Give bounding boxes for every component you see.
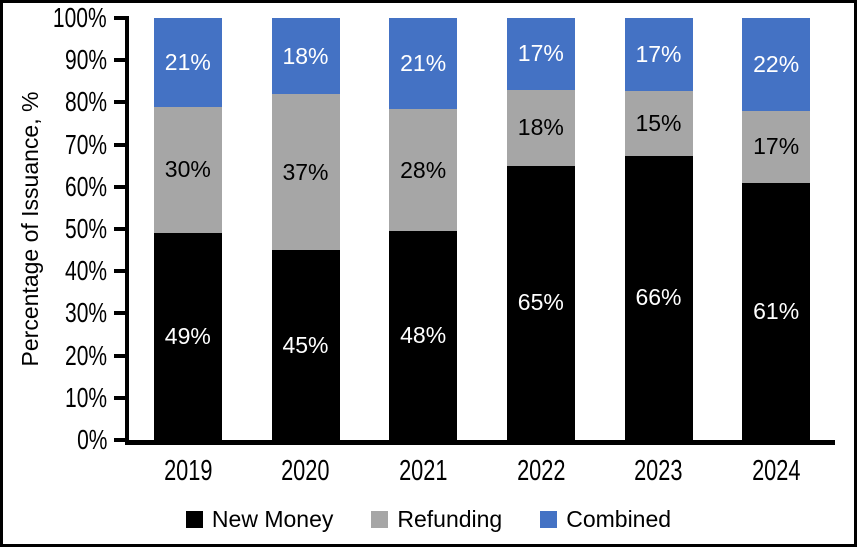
y-tick-label-text: 10%	[64, 381, 107, 413]
bar-value-label: 30%	[164, 156, 211, 183]
y-tick-label-text: 50%	[64, 213, 107, 244]
segment-new-money: 66%	[624, 155, 693, 440]
y-tick-label-text: 0%	[76, 424, 107, 455]
y-tick-mark	[114, 311, 129, 316]
y-tick-label-text: 80%	[64, 86, 107, 118]
y-tick-label: 100%	[17, 2, 107, 33]
segment-combined: 21%	[153, 18, 222, 107]
bar-value-label: 22%	[753, 50, 800, 77]
bar-value-label: 15%	[635, 110, 682, 136]
x-axis-label-text: 2019	[163, 455, 213, 487]
segment-combined: 21%	[389, 18, 458, 110]
y-tick-mark	[114, 100, 129, 105]
x-axis-label-2024: 2024	[716, 455, 836, 487]
legend-swatch-refunding	[371, 511, 389, 528]
bar-value-label: 49%	[164, 323, 211, 350]
bar-2021: 21% 28% 48%	[389, 18, 458, 440]
bar-value-label: 66%	[635, 284, 682, 311]
legend-item-refunding: Refunding	[371, 506, 502, 533]
x-axis-label-2019: 2019	[128, 455, 248, 487]
segment-refunding: 28%	[389, 109, 458, 232]
y-tick-label-text: 20%	[64, 339, 107, 371]
bar-2023: 17% 15% 66%	[624, 18, 693, 440]
segment-new-money: 49%	[153, 233, 222, 440]
y-tick-label: 20%	[17, 339, 107, 371]
legend-swatch-new-money	[185, 511, 203, 528]
y-tick-mark	[114, 227, 129, 231]
segment-refunding: 37%	[271, 93, 340, 251]
y-tick-label: 40%	[17, 255, 107, 287]
bar-value-label: 65%	[517, 289, 564, 316]
segment-refunding: 30%	[153, 106, 222, 234]
legend-label-refunding: Refunding	[397, 506, 503, 532]
y-tick-mark	[114, 184, 129, 189]
bar-2020: 18% 37% 45%	[271, 18, 340, 440]
x-axis-label-text: 2022	[516, 455, 566, 487]
x-axis-label-2020: 2020	[246, 455, 366, 487]
y-tick-label: 50%	[17, 213, 107, 244]
y-tick-mark	[114, 269, 129, 274]
y-tick-label: 80%	[17, 86, 107, 118]
x-axis-label-text: 2024	[751, 455, 801, 487]
y-tick-mark	[114, 438, 129, 442]
bar-value-label: 21%	[400, 50, 447, 77]
y-tick-label: 90%	[17, 44, 107, 76]
bar-value-label: 45%	[282, 331, 329, 358]
y-tick-mark	[114, 16, 129, 20]
y-tick-label-text: 60%	[64, 170, 107, 202]
bar-value-label: 61%	[753, 297, 800, 324]
segment-refunding: 18%	[506, 89, 575, 166]
segment-new-money: 61%	[742, 182, 811, 440]
x-axis-label-text: 2023	[634, 455, 683, 487]
legend: New Money Refunding Combined	[3, 506, 854, 533]
y-tick-label-text: 30%	[64, 297, 107, 329]
y-tick-label: 30%	[17, 297, 107, 329]
y-tick-label: 10%	[17, 381, 107, 413]
bar-value-label: 18%	[282, 42, 329, 69]
bar-2019: 21% 30% 49%	[153, 18, 222, 440]
bar-2022: 17% 18% 65%	[506, 18, 575, 440]
y-tick-label-text: 70%	[64, 128, 107, 160]
y-tick-label-text: 90%	[64, 44, 107, 76]
segment-new-money: 48%	[389, 231, 458, 440]
bar-2024: 22% 17% 61%	[742, 18, 811, 440]
segment-refunding: 17%	[742, 110, 811, 183]
y-tick-mark	[114, 395, 129, 400]
y-tick-mark	[114, 142, 129, 147]
y-tick-label: 0%	[17, 424, 107, 455]
plot-area: 0% 10% 20% 30% 40% 50% 60% 70% 80% 90% 100% 21% 30% 4…	[53, 4, 835, 486]
y-tick-label: 70%	[17, 128, 107, 160]
x-axis-label-text: 2021	[398, 455, 448, 487]
y-tick-label-text: 100%	[53, 2, 107, 33]
y-tick-label: 60%	[17, 170, 107, 202]
segment-combined: 18%	[271, 18, 340, 94]
x-axis-label-2022: 2022	[481, 455, 601, 487]
bar-value-label: 17%	[517, 40, 564, 67]
legend-item-combined: Combined	[540, 506, 671, 533]
legend-swatch-combined	[540, 511, 558, 528]
y-tick-label-text: 40%	[64, 255, 107, 287]
segment-combined: 22%	[742, 18, 811, 111]
bar-value-label: 17%	[753, 133, 800, 160]
bar-value-label: 17%	[635, 41, 682, 68]
segment-combined: 17%	[624, 18, 693, 92]
x-axis-label-2023: 2023	[599, 455, 719, 487]
bar-value-label: 48%	[400, 322, 447, 349]
segment-refunding: 15%	[624, 91, 693, 156]
x-axis-label-text: 2020	[281, 455, 330, 487]
y-tick-mark	[114, 58, 129, 63]
segment-combined: 17%	[506, 18, 575, 90]
segment-new-money: 45%	[271, 250, 340, 440]
bar-value-label: 28%	[400, 156, 447, 183]
legend-label-new-money: New Money	[211, 506, 334, 532]
y-tick-mark	[114, 353, 129, 358]
segment-new-money: 65%	[506, 165, 575, 440]
x-axis-label-2021: 2021	[363, 455, 483, 487]
legend-item-new-money: New Money	[185, 506, 334, 533]
bar-value-label: 37%	[282, 158, 329, 185]
bar-value-label: 18%	[517, 114, 564, 141]
legend-label-combined: Combined	[566, 506, 672, 532]
bar-value-label: 21%	[164, 48, 211, 75]
